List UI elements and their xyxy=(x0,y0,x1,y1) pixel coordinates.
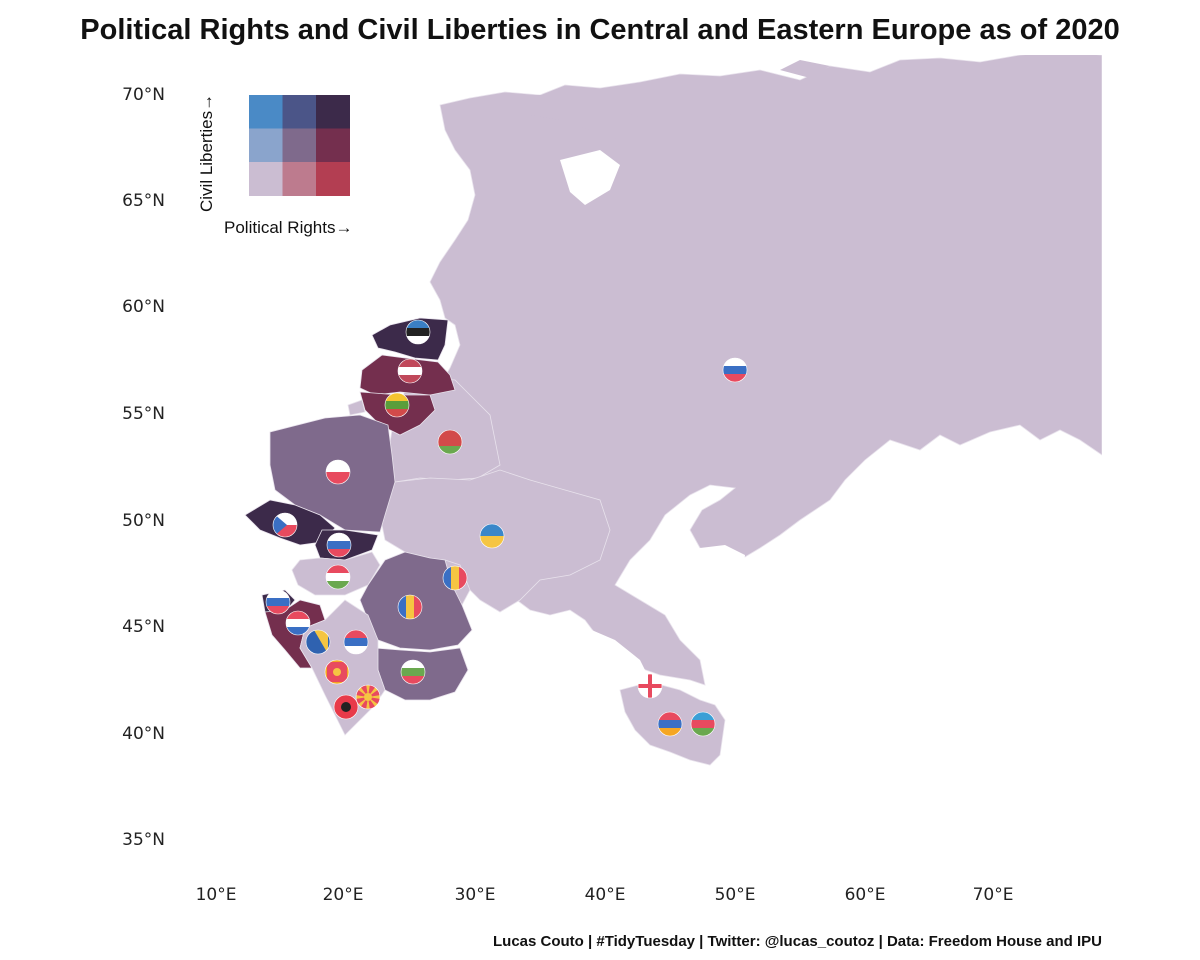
legend-cell xyxy=(249,162,283,196)
romania-flag xyxy=(397,594,423,620)
latitude-axis: 70°N 65°N 60°N 55°N 50°N 45°N 40°N 35°N xyxy=(122,85,165,850)
legend-cell xyxy=(316,162,350,196)
lon-tick-label: 10°E xyxy=(196,885,237,905)
armenia-flag xyxy=(657,711,683,737)
georgia-flag xyxy=(637,673,663,699)
croatia-flag xyxy=(285,610,311,636)
caption: Lucas Couto | #TidyTuesday | Twitter: @l… xyxy=(493,933,1102,950)
lon-tick-label: 40°E xyxy=(585,885,626,905)
lon-tick-label: 70°E xyxy=(973,885,1014,905)
lithuania-flag xyxy=(384,392,410,418)
bosnia-flag xyxy=(305,629,331,655)
legend-cell xyxy=(282,128,317,163)
lon-tick-label: 60°E xyxy=(845,885,886,905)
lat-tick-label: 65°N xyxy=(122,191,165,211)
legend-cell xyxy=(316,95,350,129)
legend-y-label: Civil Liberties→ xyxy=(197,94,216,212)
ukraine-flag xyxy=(479,523,505,549)
latvia-flag xyxy=(397,358,423,384)
lat-tick-label: 55°N xyxy=(122,404,165,424)
legend-cell xyxy=(249,95,283,129)
serbia-flag xyxy=(343,629,369,655)
map-title: Political Rights and Civil Liberties in … xyxy=(80,14,1120,46)
moldova-flag xyxy=(442,565,468,591)
slovakia-flag xyxy=(326,532,352,558)
lat-tick-label: 70°N xyxy=(122,85,165,105)
montenegro-flag xyxy=(324,659,350,685)
belarus-flag xyxy=(437,429,463,455)
north-macedonia-flag xyxy=(355,684,381,710)
lon-tick-label: 30°E xyxy=(455,885,496,905)
slovenia-flag xyxy=(265,589,291,615)
legend-cell xyxy=(249,128,283,163)
lat-tick-label: 60°N xyxy=(122,297,165,317)
poland-flag xyxy=(325,459,351,485)
lat-tick-label: 50°N xyxy=(122,511,165,531)
lon-tick-label: 50°E xyxy=(715,885,756,905)
lon-tick-label: 20°E xyxy=(323,885,364,905)
azerbaijan-flag xyxy=(690,711,716,737)
bivariate-legend xyxy=(249,95,350,196)
legend-cell xyxy=(316,128,350,163)
czechia-flag xyxy=(272,512,298,538)
longitude-axis: 10°E 20°E 30°E 40°E 50°E 60°E 70°E xyxy=(196,885,1014,905)
land-layer xyxy=(244,55,1102,766)
albania-flag xyxy=(333,694,359,720)
estonia-flag xyxy=(405,319,431,345)
legend-x-label: Political Rights→ xyxy=(224,218,353,237)
flag-markers xyxy=(265,319,748,737)
lat-tick-label: 35°N xyxy=(122,830,165,850)
legend-cell xyxy=(282,162,317,196)
russia-flag xyxy=(722,357,748,383)
lat-tick-label: 40°N xyxy=(122,724,165,744)
lat-tick-label: 45°N xyxy=(122,617,165,637)
legend-cell xyxy=(282,95,317,129)
bulgaria-flag xyxy=(400,659,426,685)
hungary-flag xyxy=(325,564,351,590)
